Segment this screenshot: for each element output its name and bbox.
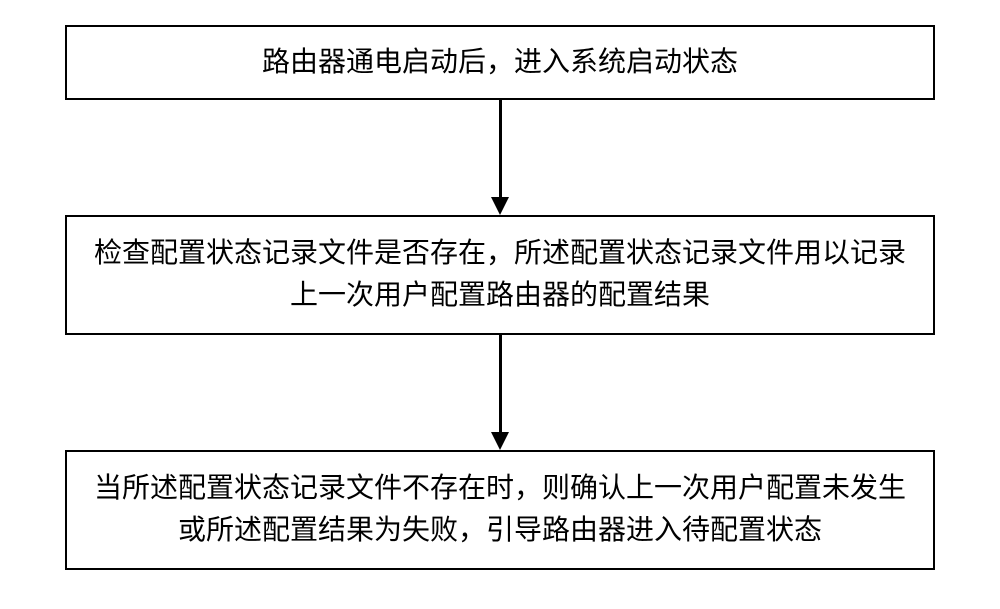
flowchart-box-1-text: 路由器通电启动后，进入系统启动状态 (262, 42, 738, 84)
flowchart-box-3: 当所述配置状态记录文件不存在时，则确认上一次用户配置未发生或所述配置结果为失败，… (65, 450, 935, 570)
flowchart-arrow-1-line (499, 100, 502, 197)
flowchart-arrow-2-head (491, 432, 509, 450)
flowchart-box-2: 检查配置状态记录文件是否存在，所述配置状态记录文件用以记录上一次用户配置路由器的… (65, 215, 935, 335)
flowchart-arrow-1-head (491, 197, 509, 215)
flowchart-box-2-text: 检查配置状态记录文件是否存在，所述配置状态记录文件用以记录上一次用户配置路由器的… (87, 233, 913, 317)
flowchart-arrow-2-line (499, 335, 502, 432)
flowchart-box-3-text: 当所述配置状态记录文件不存在时，则确认上一次用户配置未发生或所述配置结果为失败，… (87, 468, 913, 552)
flowchart-box-1: 路由器通电启动后，进入系统启动状态 (65, 25, 935, 100)
